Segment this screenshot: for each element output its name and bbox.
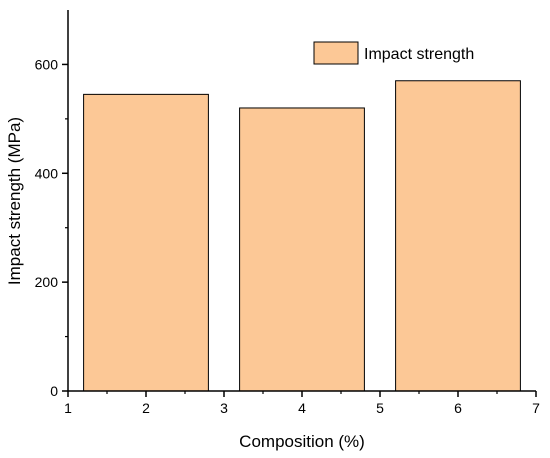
y-tick-label-2: 400 — [35, 165, 59, 181]
x-tick-label-4: 5 — [376, 400, 384, 416]
x-tick-label-6: 7 — [532, 400, 540, 416]
y-tick-label-1: 200 — [35, 274, 59, 290]
x-tick-label-1: 2 — [142, 400, 150, 416]
x-axis-title: Composition (%) — [239, 432, 365, 451]
legend: Impact strength — [313, 41, 474, 65]
bars-group — [83, 80, 521, 392]
bar-1 — [239, 107, 365, 392]
y-tick-label-0: 0 — [50, 383, 58, 399]
bar-2 — [395, 80, 521, 392]
ticks-group: 1 2 3 4 5 6 7 0 200 400 600 — [35, 56, 540, 416]
legend-label: Impact strength — [364, 46, 474, 63]
y-tick-label-3: 600 — [35, 56, 59, 72]
bar-0 — [83, 93, 209, 392]
y-axis-title: Impact strength (MPa) — [5, 117, 24, 285]
legend-swatch — [313, 41, 359, 65]
x-tick-label-0: 1 — [64, 400, 72, 416]
x-tick-label-5: 6 — [454, 400, 462, 416]
x-tick-label-3: 4 — [298, 400, 306, 416]
x-tick-label-2: 3 — [220, 400, 228, 416]
